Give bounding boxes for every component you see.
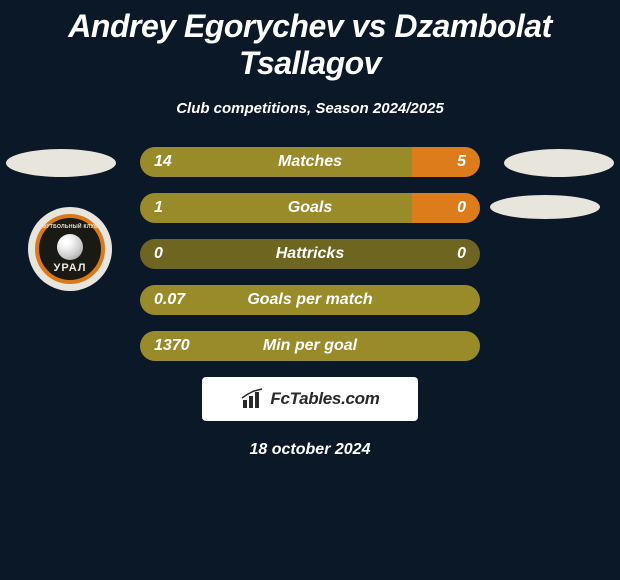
source-logo-text: FcTables.com <box>270 389 379 409</box>
page-title: Andrey Egorychev vs Dzambolat Tsallagov <box>0 0 620 82</box>
stat-label: Min per goal <box>140 337 480 355</box>
stat-row: 1Goals0 <box>140 193 480 223</box>
stat-row-labels: 1370Min per goal <box>140 331 480 361</box>
avatar-placeholder-left <box>6 149 116 177</box>
club-badge-left: ФУТБОЛЬНЫЙ КЛУБ УРАЛ <box>28 207 112 291</box>
subtitle: Club competitions, Season 2024/2025 <box>0 100 620 117</box>
stat-row: 0.07Goals per match <box>140 285 480 315</box>
stat-label: Goals per match <box>140 291 480 309</box>
club-placeholder-right <box>490 195 600 219</box>
source-logo: FcTables.com <box>202 377 418 421</box>
stat-row-labels: 14Matches5 <box>140 147 480 177</box>
stat-row: 14Matches5 <box>140 147 480 177</box>
ball-icon <box>57 234 83 260</box>
stat-label: Matches <box>140 153 480 171</box>
stat-bars: 14Matches5 1Goals0 0Hattricks0 0.07Goals pe… <box>140 147 480 361</box>
avatar-placeholder-right <box>504 149 614 177</box>
stat-label: Hattricks <box>140 245 480 263</box>
stat-row: 0Hattricks0 <box>140 239 480 269</box>
badge-lower-text: УРАЛ <box>53 263 86 274</box>
stat-row-labels: 1Goals0 <box>140 193 480 223</box>
stat-row-labels: 0.07Goals per match <box>140 285 480 315</box>
stat-label: Goals <box>140 199 480 217</box>
comparison-panel: ФУТБОЛЬНЫЙ КЛУБ УРАЛ 14Matches5 1Goals0 0H… <box>0 147 620 459</box>
stat-row-labels: 0Hattricks0 <box>140 239 480 269</box>
date-text: 18 october 2024 <box>0 441 620 459</box>
badge-upper-text: ФУТБОЛЬНЫЙ КЛУБ <box>42 225 98 230</box>
stat-row: 1370Min per goal <box>140 331 480 361</box>
chart-icon <box>240 388 266 410</box>
